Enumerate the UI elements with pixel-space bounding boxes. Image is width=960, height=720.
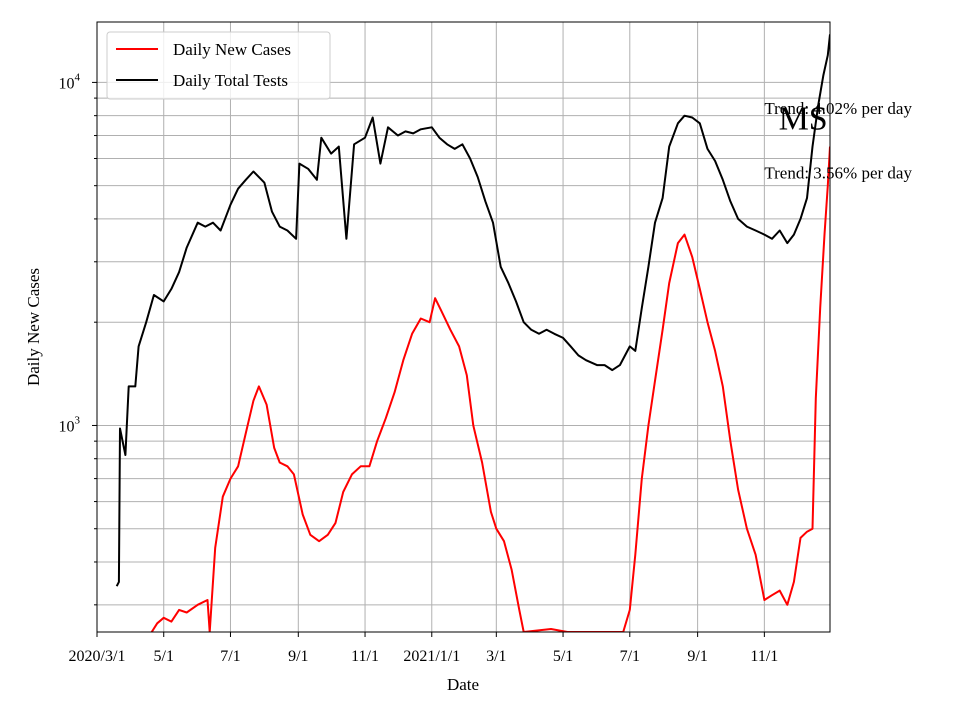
- x-tick-label: 5/1: [553, 648, 573, 665]
- trend-annotation: Trend: 4.02% per day: [764, 99, 912, 118]
- y-axis-ticks: 103 104: [59, 71, 97, 606]
- plot-frame: [96, 21, 831, 633]
- annotation-label: MS: [779, 100, 828, 137]
- legend-box: [106, 31, 331, 100]
- x-tick-label: 11/1: [351, 648, 379, 665]
- annotations: Trend: 4.02% per day Trend: 3.56% per day…: [764, 99, 912, 183]
- x-axis-title: Date: [447, 675, 479, 694]
- series-layer: [115, 34, 830, 632]
- x-tick-label: 5/1: [154, 648, 174, 665]
- legend: Daily New Cases Daily Total Tests: [106, 31, 331, 100]
- y-tick-label: 103: [59, 414, 81, 435]
- x-tick-label: 7/1: [220, 648, 240, 665]
- x-tick-label: 3/1: [486, 648, 506, 665]
- legend-label-cases: Daily New Cases: [173, 40, 291, 59]
- grid: [96, 22, 830, 632]
- x-axis-ticks: 2020/3/1 5/1 7/1 9/1 11/1 2021/1/1 3/1 5/1 7/1 9/…: [69, 632, 778, 665]
- x-tick-label: 9/1: [288, 648, 308, 665]
- x-tick-label: 11/1: [750, 648, 778, 665]
- y-axis-title: Daily New Cases: [24, 268, 43, 386]
- legend-label-tests: Daily Total Tests: [173, 71, 288, 90]
- x-tick-label: 9/1: [687, 648, 707, 665]
- x-tick-label: 7/1: [620, 648, 640, 665]
- x-tick-label: 2021/1/1: [403, 648, 460, 665]
- series-line-daily-new-cases: [150, 146, 830, 632]
- x-tick-label: 2020/3/1: [69, 648, 126, 665]
- y-tick-label: 104: [59, 71, 81, 92]
- series-line-daily-total-tests: [115, 34, 830, 587]
- trend-annotation: Trend: 3.56% per day: [764, 163, 912, 182]
